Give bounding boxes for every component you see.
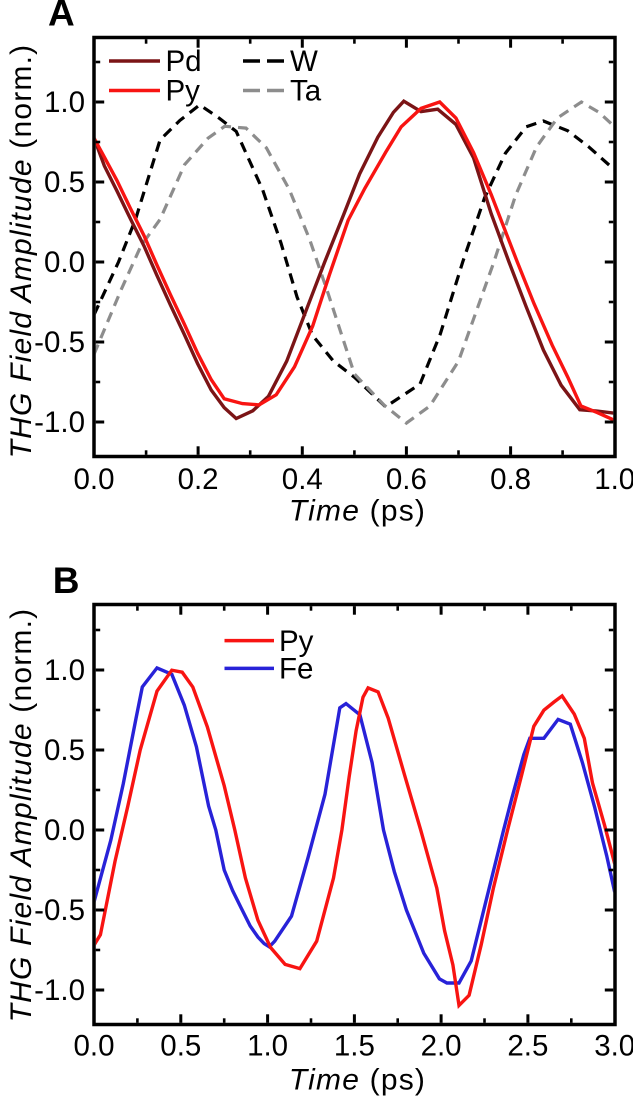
svg-text:-1.0: -1.0 — [34, 974, 85, 1007]
svg-text:0.0: 0.0 — [44, 814, 85, 847]
svg-text:2.0: 2.0 — [421, 1029, 462, 1062]
svg-text:-0.5: -0.5 — [34, 326, 85, 359]
svg-text:0.2: 0.2 — [178, 463, 219, 496]
svg-text:Time (ps): Time (ps) — [289, 494, 426, 527]
svg-text:THG Field Amplitude (norm.): THG Field Amplitude (norm.) — [5, 608, 38, 1023]
svg-text:2.5: 2.5 — [507, 1029, 548, 1062]
svg-text:3.0: 3.0 — [594, 1029, 633, 1062]
svg-text:A: A — [48, 0, 75, 34]
svg-text:1.0: 1.0 — [247, 1029, 288, 1062]
svg-text:1.0: 1.0 — [44, 654, 85, 687]
svg-text:Py: Py — [279, 625, 314, 658]
svg-text:B: B — [53, 560, 80, 601]
svg-text:THG Field Amplitude (norm.): THG Field Amplitude (norm.) — [5, 44, 38, 459]
svg-text:-0.5: -0.5 — [34, 894, 85, 927]
svg-text:1.0: 1.0 — [594, 463, 633, 496]
svg-text:Pd: Pd — [166, 45, 202, 78]
svg-text:-1.0: -1.0 — [34, 406, 85, 439]
svg-text:0.5: 0.5 — [160, 1029, 201, 1062]
svg-text:1.5: 1.5 — [334, 1029, 375, 1062]
svg-text:Py: Py — [166, 75, 201, 108]
svg-text:0.0: 0.0 — [73, 1029, 114, 1062]
svg-text:0.0: 0.0 — [73, 463, 114, 496]
svg-text:0.0: 0.0 — [44, 246, 85, 279]
svg-text:Time (ps): Time (ps) — [289, 1063, 426, 1096]
svg-text:0.5: 0.5 — [44, 166, 85, 199]
svg-text:W: W — [290, 45, 318, 78]
svg-text:0.8: 0.8 — [490, 463, 531, 496]
svg-text:1.0: 1.0 — [44, 86, 85, 119]
svg-text:Fe: Fe — [279, 653, 313, 686]
svg-text:Ta: Ta — [290, 75, 322, 108]
svg-text:0.6: 0.6 — [386, 463, 427, 496]
svg-text:0.5: 0.5 — [44, 734, 85, 767]
svg-text:0.4: 0.4 — [282, 463, 323, 496]
